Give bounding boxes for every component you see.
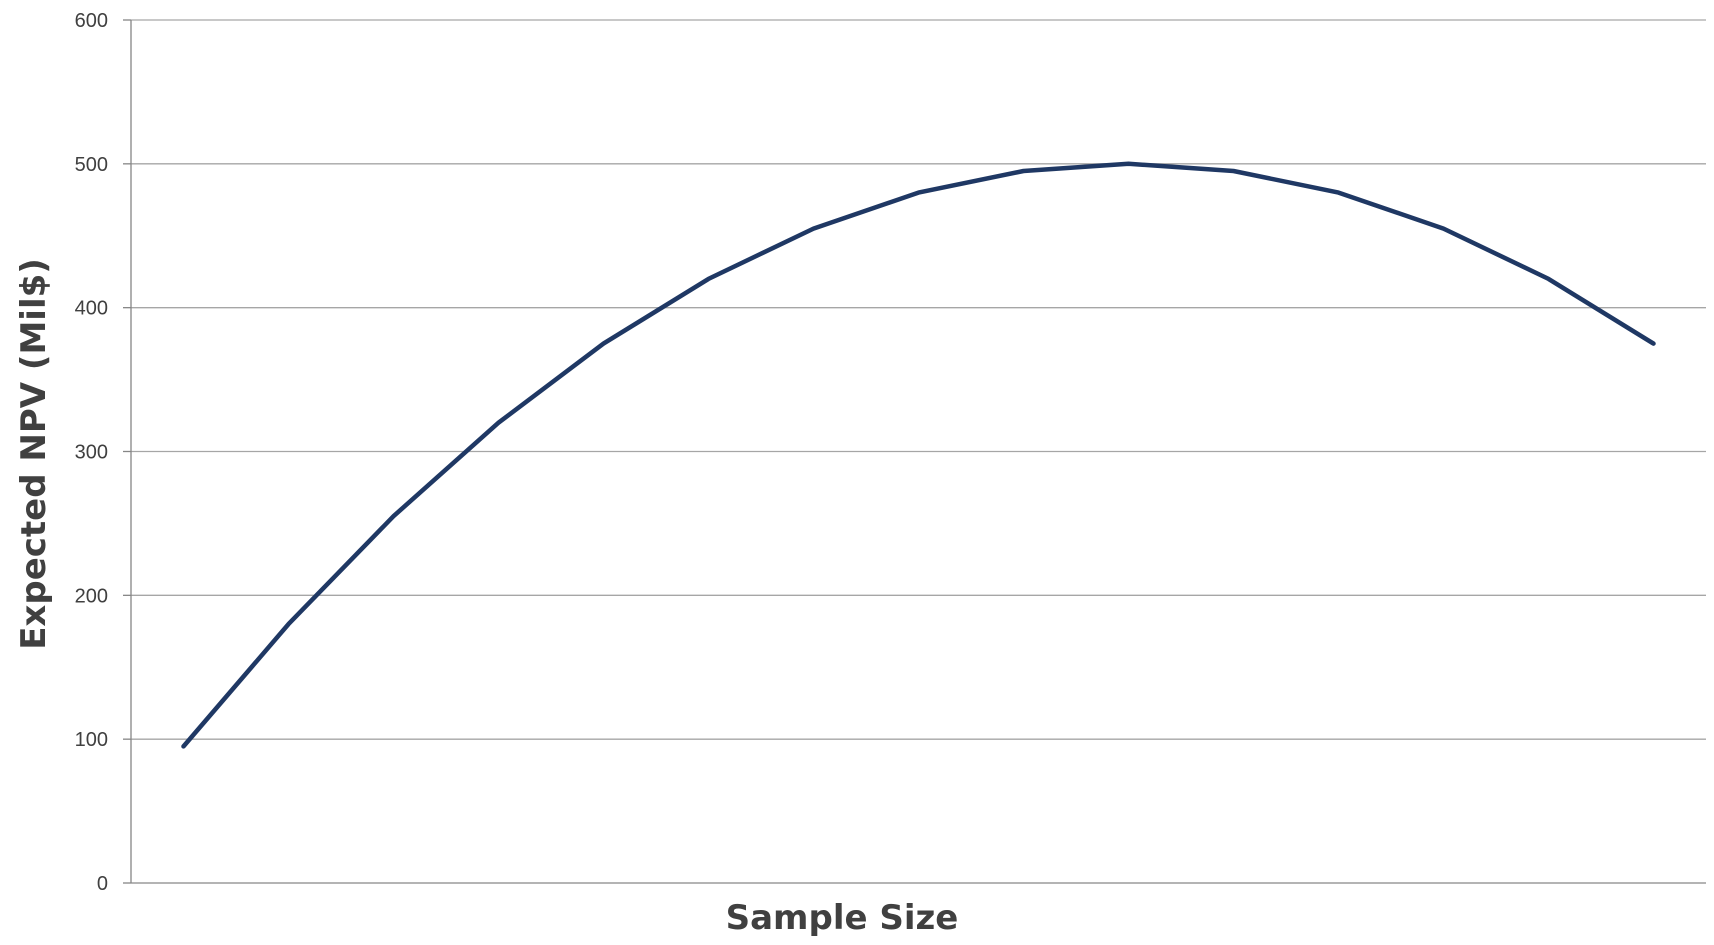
y-tick-label: 100	[75, 729, 108, 751]
y-tick-label: 600	[75, 10, 108, 32]
gridlines	[131, 19, 1706, 740]
y-tick-label: 300	[75, 442, 108, 464]
axes	[123, 19, 1706, 884]
series-line	[181, 161, 1656, 749]
x-axis-title: Sample Size	[726, 898, 959, 938]
y-tick-label: 0	[97, 873, 108, 895]
y-axis-title: Expected NPV (Mil$)	[14, 258, 54, 650]
y-tick-label: 500	[75, 154, 108, 176]
y-tick-label: 400	[75, 298, 108, 320]
series-lines	[181, 161, 1656, 749]
y-tick-label: 200	[75, 585, 108, 607]
y-tick-labels: 0 100 200 300 400 500 600	[75, 10, 108, 895]
